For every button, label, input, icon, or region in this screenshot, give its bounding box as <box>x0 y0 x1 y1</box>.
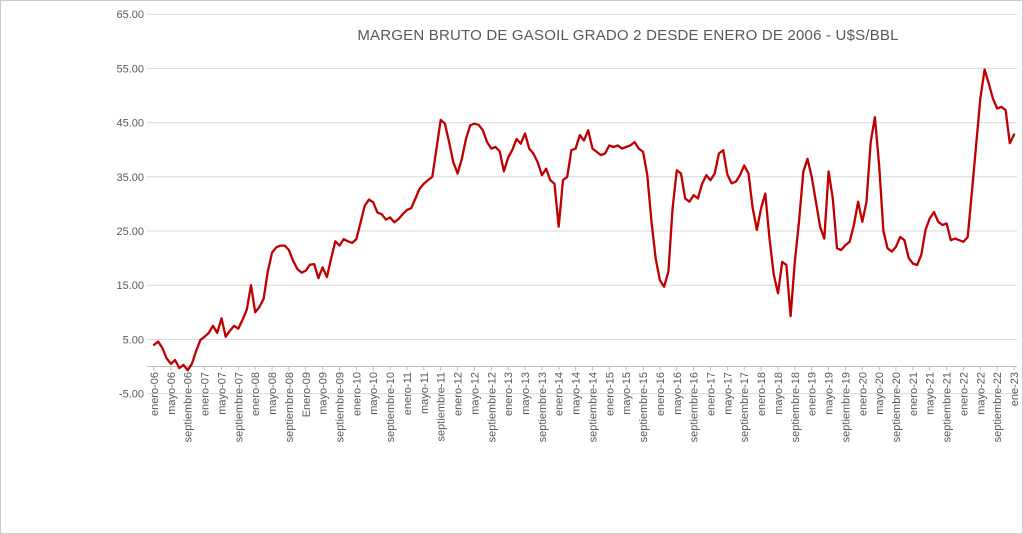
x-axis-tick-label: septiembre-16 <box>689 372 701 442</box>
x-axis-tick-label: septiembre-09 <box>335 372 347 442</box>
x-axis-tick-label: septiembre-06 <box>183 372 195 442</box>
x-axis-tick-label: mayo-08 <box>267 372 279 415</box>
y-axis-tick-label: 55.00 <box>116 63 144 75</box>
x-axis-tick-label: enero-07 <box>200 372 212 416</box>
x-axis-tick-label: mayo-15 <box>621 372 633 415</box>
x-axis-tick-label: enero-13 <box>503 372 515 416</box>
x-axis-tick-label: septiembre-12 <box>486 372 498 442</box>
x-axis-tick-label: enero-19 <box>807 372 819 416</box>
x-axis-tick-label: septiembre-10 <box>385 372 397 442</box>
y-axis-tick-label: 45.00 <box>116 118 144 130</box>
x-axis-tick-label: mayo-09 <box>318 372 330 415</box>
x-axis-tick-label: enero-18 <box>756 372 768 416</box>
x-axis-tick-label: septiembre-21 <box>942 372 954 442</box>
x-axis-tick-label: ene-23 <box>1009 372 1021 406</box>
y-axis-tick-label: 25.00 <box>116 226 144 238</box>
x-axis-tick-label: septiembre-07 <box>233 372 245 442</box>
x-axis-tick-label: septiembre-14 <box>587 372 599 442</box>
x-axis-tick-label: septiembre-19 <box>840 372 852 442</box>
x-axis-tick-label: enero-10 <box>351 372 363 416</box>
x-axis-tick-label: enero-06 <box>149 372 161 416</box>
x-axis-tick-label: Enero-09 <box>301 372 313 417</box>
x-axis-tick-label: mayo-17 <box>722 372 734 415</box>
y-axis-tick-label: 5.00 <box>123 334 144 346</box>
x-axis-tick-label: septiembre-17 <box>739 372 751 442</box>
x-axis-tick-label: enero-14 <box>554 372 566 416</box>
y-axis-tick-label: 65.00 <box>116 9 144 21</box>
x-axis-tick-label: enero-12 <box>453 372 465 416</box>
x-axis-tick-label: mayo-11 <box>419 372 431 414</box>
y-axis-tick-label: 35.00 <box>116 172 144 184</box>
x-axis-tick-label: enero-22 <box>958 372 970 416</box>
x-axis-tick-label: mayo-06 <box>166 372 178 415</box>
x-axis-tick-label: septiembre-20 <box>891 372 903 442</box>
data-series-line <box>152 68 1016 372</box>
x-axis-tick-label: septiembre-15 <box>638 372 650 442</box>
x-axis-tick-label: mayo-12 <box>469 372 481 415</box>
x-axis-tick-label: mayo-20 <box>874 372 886 415</box>
x-axis-tick-label: enero-08 <box>250 372 262 416</box>
x-axis-tick-label: enero-15 <box>604 372 616 416</box>
chart-title: MARGEN BRUTO DE GASOIL GRADO 2 DESDE ENE… <box>357 27 899 44</box>
x-axis-tick-label: septiembre-11 <box>436 372 448 442</box>
x-axis-tick-label: enero-17 <box>706 372 718 416</box>
y-axis-tick-label: -5.00 <box>119 389 144 401</box>
x-axis-tick-label: mayo-19 <box>824 372 836 415</box>
x-axis-tick-label: enero-11 <box>402 372 414 415</box>
x-axis-tick-label: mayo-21 <box>925 372 937 415</box>
x-axis-tick-label: enero-16 <box>655 372 667 416</box>
x-axis-tick-label: enero-20 <box>857 372 869 416</box>
x-axis-tick-label: septiembre-18 <box>790 372 802 442</box>
x-axis-tick-label: mayo-14 <box>571 372 583 415</box>
x-axis-tick-label: mayo-13 <box>520 372 532 415</box>
y-axis-tick-label: 15.00 <box>116 280 144 292</box>
x-axis-tick-label: mayo-07 <box>216 372 228 415</box>
x-axis-tick-label: septiembre-08 <box>284 372 296 442</box>
x-axis-tick-label: mayo-16 <box>672 372 684 415</box>
x-axis-tick-label: septiembre-22 <box>992 372 1004 442</box>
x-axis-tick-label: septiembre-13 <box>537 372 549 442</box>
x-axis-tick-label: enero-21 <box>908 372 920 416</box>
x-axis-tick-label: mayo-22 <box>975 372 987 415</box>
x-axis-tick-label: mayo-18 <box>773 372 785 415</box>
x-axis-tick-label: mayo-10 <box>368 372 380 415</box>
